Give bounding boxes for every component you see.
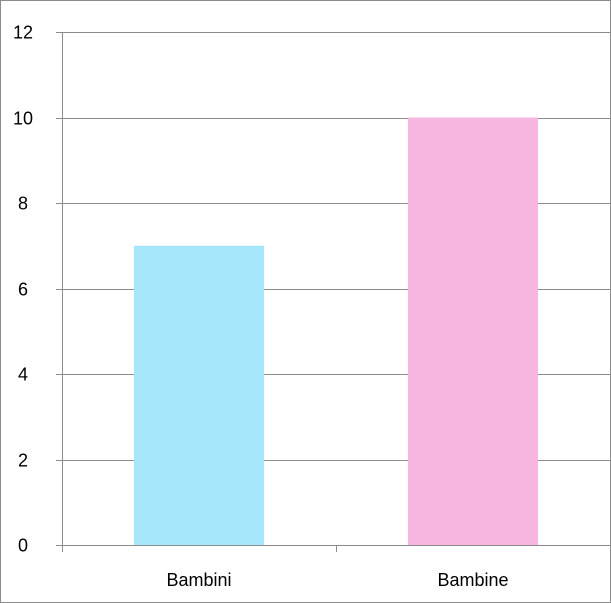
bar-bambini (133, 245, 265, 545)
y-tick-label: 8 (18, 194, 28, 214)
bars (133, 117, 539, 545)
x-category-label: Bambini (166, 570, 231, 590)
y-tick-label: 6 (18, 280, 28, 300)
y-tick-label: 2 (18, 451, 28, 471)
y-tick-labels: 0 2 4 6 8 10 12 (13, 23, 33, 556)
axes (56, 32, 611, 552)
y-tick-label: 0 (18, 536, 28, 556)
y-tick-label: 10 (13, 109, 33, 129)
bar-bambine (407, 117, 539, 545)
y-tick-label: 12 (13, 23, 33, 43)
x-category-labels: Bambini Bambine (166, 570, 508, 590)
y-tick-label: 4 (18, 365, 28, 385)
x-category-label: Bambine (437, 570, 508, 590)
